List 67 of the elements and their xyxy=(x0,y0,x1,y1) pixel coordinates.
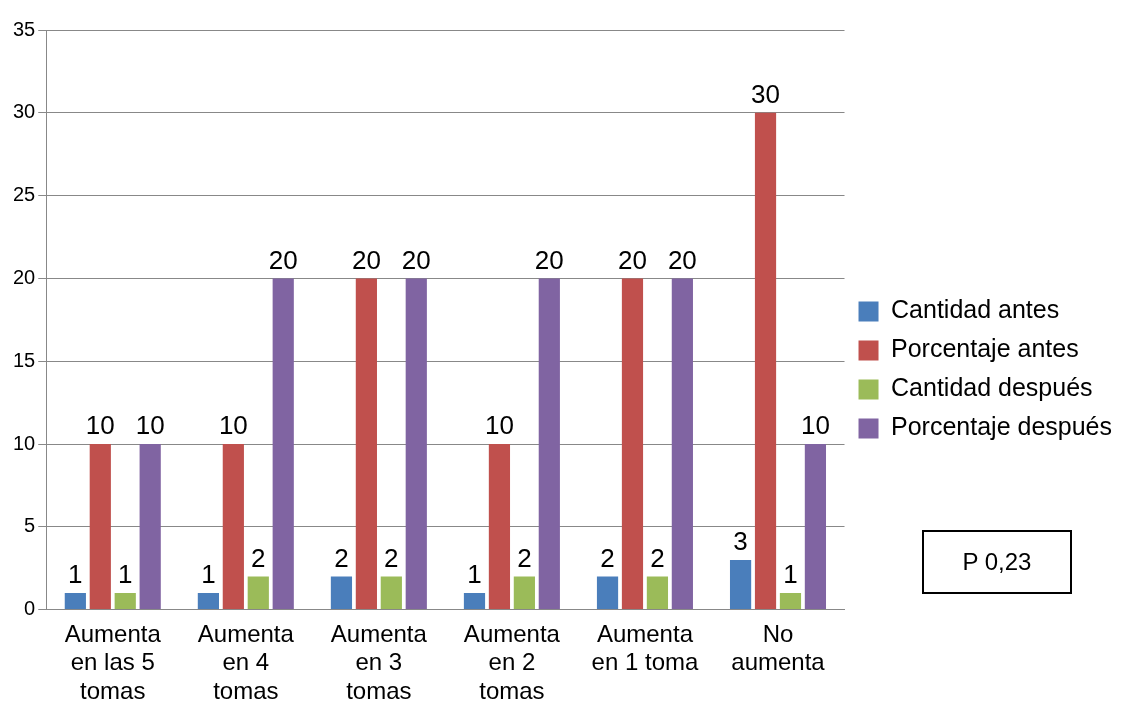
bar xyxy=(330,576,353,610)
y-tick-label: 20 xyxy=(13,265,36,288)
bar xyxy=(114,593,136,610)
bar xyxy=(671,278,693,610)
data-label: 2 xyxy=(251,542,266,573)
data-label: 2 xyxy=(334,542,349,573)
bar xyxy=(272,278,294,610)
y-tick-label: 5 xyxy=(24,514,36,537)
data-label: 20 xyxy=(268,244,298,275)
legend-label: Porcentaje después xyxy=(891,412,1112,441)
data-label: 1 xyxy=(201,559,216,590)
data-label: 10 xyxy=(218,410,248,441)
bar xyxy=(355,278,377,610)
data-label: 1 xyxy=(467,559,482,590)
bar xyxy=(621,278,644,610)
data-label: 10 xyxy=(135,410,165,441)
bar xyxy=(247,576,269,610)
data-label: 20 xyxy=(401,244,431,275)
legend-label: Porcentaje antes xyxy=(891,334,1079,363)
bar xyxy=(380,576,402,610)
x-tick-label: Aumenta en 3 tomas xyxy=(330,619,428,705)
data-label: 1 xyxy=(118,559,133,590)
data-label: 2 xyxy=(600,542,615,573)
data-label: 20 xyxy=(618,244,647,275)
data-label: 2 xyxy=(517,542,532,573)
y-tick-label: 10 xyxy=(13,431,36,454)
legend-label: Cantidad antes xyxy=(891,295,1060,324)
text: P 0,23 xyxy=(922,530,1072,594)
bar xyxy=(804,444,827,610)
data-label: 1 xyxy=(783,559,798,590)
data-label: 20 xyxy=(667,244,697,275)
bar xyxy=(463,593,486,610)
bar xyxy=(89,444,111,610)
data-label: 10 xyxy=(484,410,514,441)
x-tick-label: No aumenta xyxy=(731,619,826,676)
legend-label: Cantidad después xyxy=(891,373,1093,402)
bar xyxy=(222,444,244,610)
data-label: 20 xyxy=(351,244,381,275)
y-tick-label: 30 xyxy=(13,100,36,123)
bar xyxy=(538,278,560,610)
data-label: 10 xyxy=(85,410,115,441)
data-label: 30 xyxy=(751,78,780,109)
bar xyxy=(646,576,669,610)
data-label: 10 xyxy=(800,410,830,441)
bar xyxy=(64,593,86,610)
bar xyxy=(197,593,219,610)
bar xyxy=(596,576,619,610)
data-label: 1 xyxy=(68,559,83,590)
bar xyxy=(729,559,752,610)
y-tick-label: 25 xyxy=(13,183,36,206)
bar xyxy=(754,112,777,610)
data-label: 2 xyxy=(384,542,399,573)
bar xyxy=(488,444,511,610)
bar xyxy=(405,278,427,610)
bar xyxy=(139,444,161,610)
x-tick-label: Aumenta en las 5 tomas xyxy=(64,619,162,705)
data-label: 3 xyxy=(733,526,748,557)
y-tick-label: 15 xyxy=(13,348,36,371)
data-label: 20 xyxy=(534,244,564,275)
y-tick-label: 0 xyxy=(24,597,36,620)
x-tick-label: Aumenta en 4 tomas xyxy=(197,619,295,705)
bar xyxy=(779,593,802,610)
bar xyxy=(513,576,535,610)
y-tick-label: 35 xyxy=(13,17,36,40)
data-label: 2 xyxy=(650,542,665,573)
x-tick-label: Aumenta en 2 tomas xyxy=(463,619,561,705)
x-tick-label: Aumenta en 1 toma xyxy=(591,619,699,676)
